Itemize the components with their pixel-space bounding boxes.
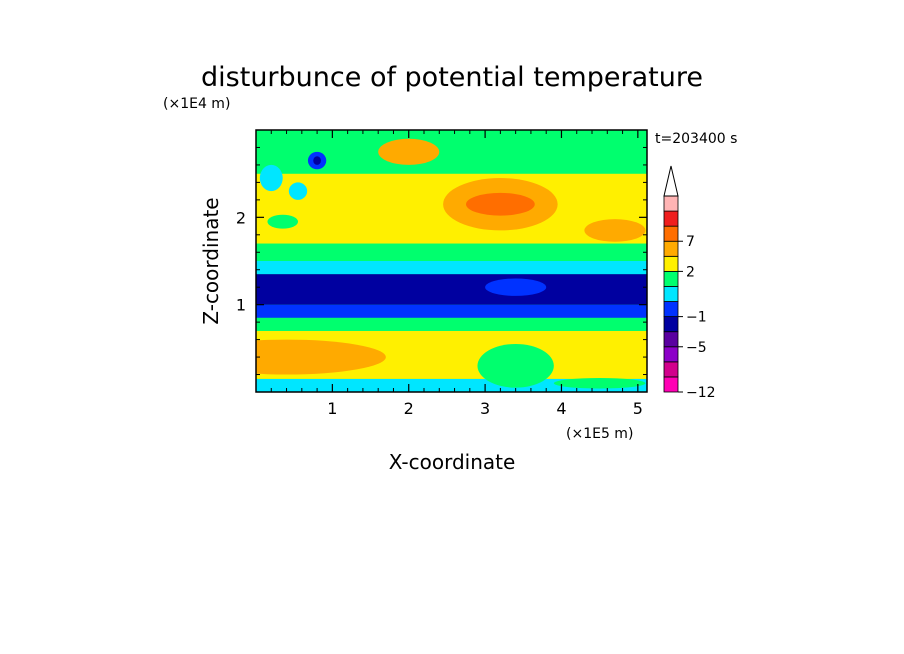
colorbar-label: 2 xyxy=(686,264,695,280)
colorbar-swatch xyxy=(663,361,679,378)
field-band xyxy=(256,274,647,305)
field-feature xyxy=(584,219,646,242)
colorbar: −12−5−127 xyxy=(663,165,716,401)
x-tick-label: 4 xyxy=(556,399,566,418)
field-feature xyxy=(313,156,321,165)
field-feature xyxy=(485,278,547,296)
colorbar-swatch xyxy=(663,316,679,333)
colorbar-label: −1 xyxy=(686,310,707,326)
field-band xyxy=(256,261,647,275)
y-tick-label: 2 xyxy=(236,208,246,227)
time-label: t=203400 s xyxy=(655,131,737,147)
field-band xyxy=(256,317,647,331)
field-band xyxy=(256,243,647,261)
colorbar-extend-arrow xyxy=(663,165,679,197)
colorbar-label: −12 xyxy=(686,385,716,401)
field-band xyxy=(256,378,647,392)
field-feature xyxy=(553,378,646,389)
colorbar-label: 7 xyxy=(686,234,695,250)
colorbar-swatch xyxy=(663,331,679,348)
field-feature xyxy=(546,130,623,165)
field-feature xyxy=(288,182,308,200)
chart-title: disturbunce of potential temperature xyxy=(201,62,703,93)
field-band xyxy=(256,304,647,318)
colorbar-swatch xyxy=(663,301,679,318)
field-feature xyxy=(466,192,535,216)
y-axis-label: Z-coordinate xyxy=(199,197,223,324)
x-axis-label: X-coordinate xyxy=(389,450,516,474)
colorbar-swatch xyxy=(663,270,679,287)
colorbar-swatch xyxy=(663,240,679,257)
y-unit-label: (×1E4 m) xyxy=(163,96,230,112)
colorbar-swatch xyxy=(663,195,679,212)
x-unit-label: (×1E5 m) xyxy=(566,426,633,442)
field-feature xyxy=(267,214,299,229)
field-feature xyxy=(477,343,554,388)
field-feature xyxy=(259,164,283,192)
colorbar-swatch xyxy=(663,210,679,227)
colorbar-swatch xyxy=(663,255,679,272)
y-tick-label: 1 xyxy=(236,296,246,315)
plot-frame xyxy=(255,129,648,393)
colorbar-swatch xyxy=(663,346,679,363)
colorbar-swatch xyxy=(663,286,679,302)
field-feature xyxy=(256,339,386,375)
colorbar-label: −5 xyxy=(686,340,707,356)
colorbar-swatch xyxy=(663,376,679,393)
field-feature xyxy=(378,138,440,165)
x-tick-label: 5 xyxy=(633,399,643,418)
x-tick-label: 3 xyxy=(480,399,490,418)
colorbar-swatch xyxy=(663,225,679,242)
x-tick-label: 1 xyxy=(327,399,337,418)
x-tick-label: 2 xyxy=(404,399,414,418)
plot-area xyxy=(256,130,647,392)
